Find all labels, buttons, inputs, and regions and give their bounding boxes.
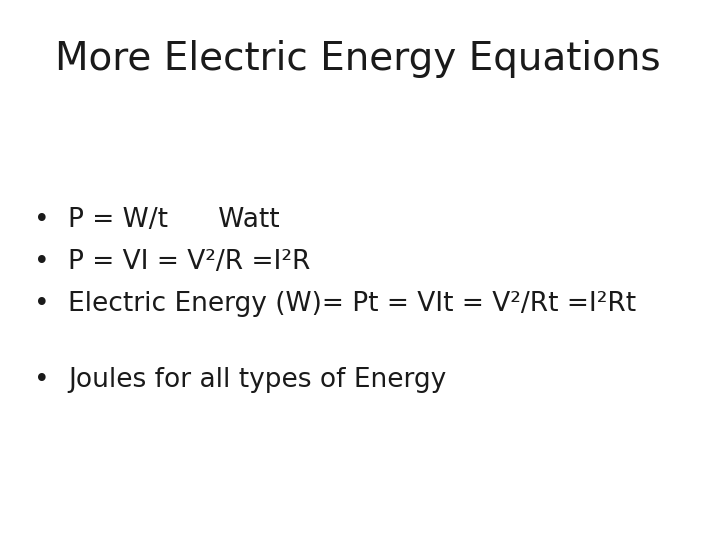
Text: •: •	[34, 367, 50, 393]
Text: •: •	[34, 207, 50, 233]
Text: Electric Energy (W)= Pt = VIt = V²/Rt =I²Rt: Electric Energy (W)= Pt = VIt = V²/Rt =I…	[68, 291, 636, 317]
Text: P = W/t      Watt: P = W/t Watt	[68, 207, 279, 233]
Text: P = VI = V²/R =I²R: P = VI = V²/R =I²R	[68, 249, 310, 275]
Text: Joules for all types of Energy: Joules for all types of Energy	[68, 367, 446, 393]
Text: •: •	[34, 249, 50, 275]
Text: More Electric Energy Equations: More Electric Energy Equations	[55, 40, 661, 78]
Text: •: •	[34, 291, 50, 317]
